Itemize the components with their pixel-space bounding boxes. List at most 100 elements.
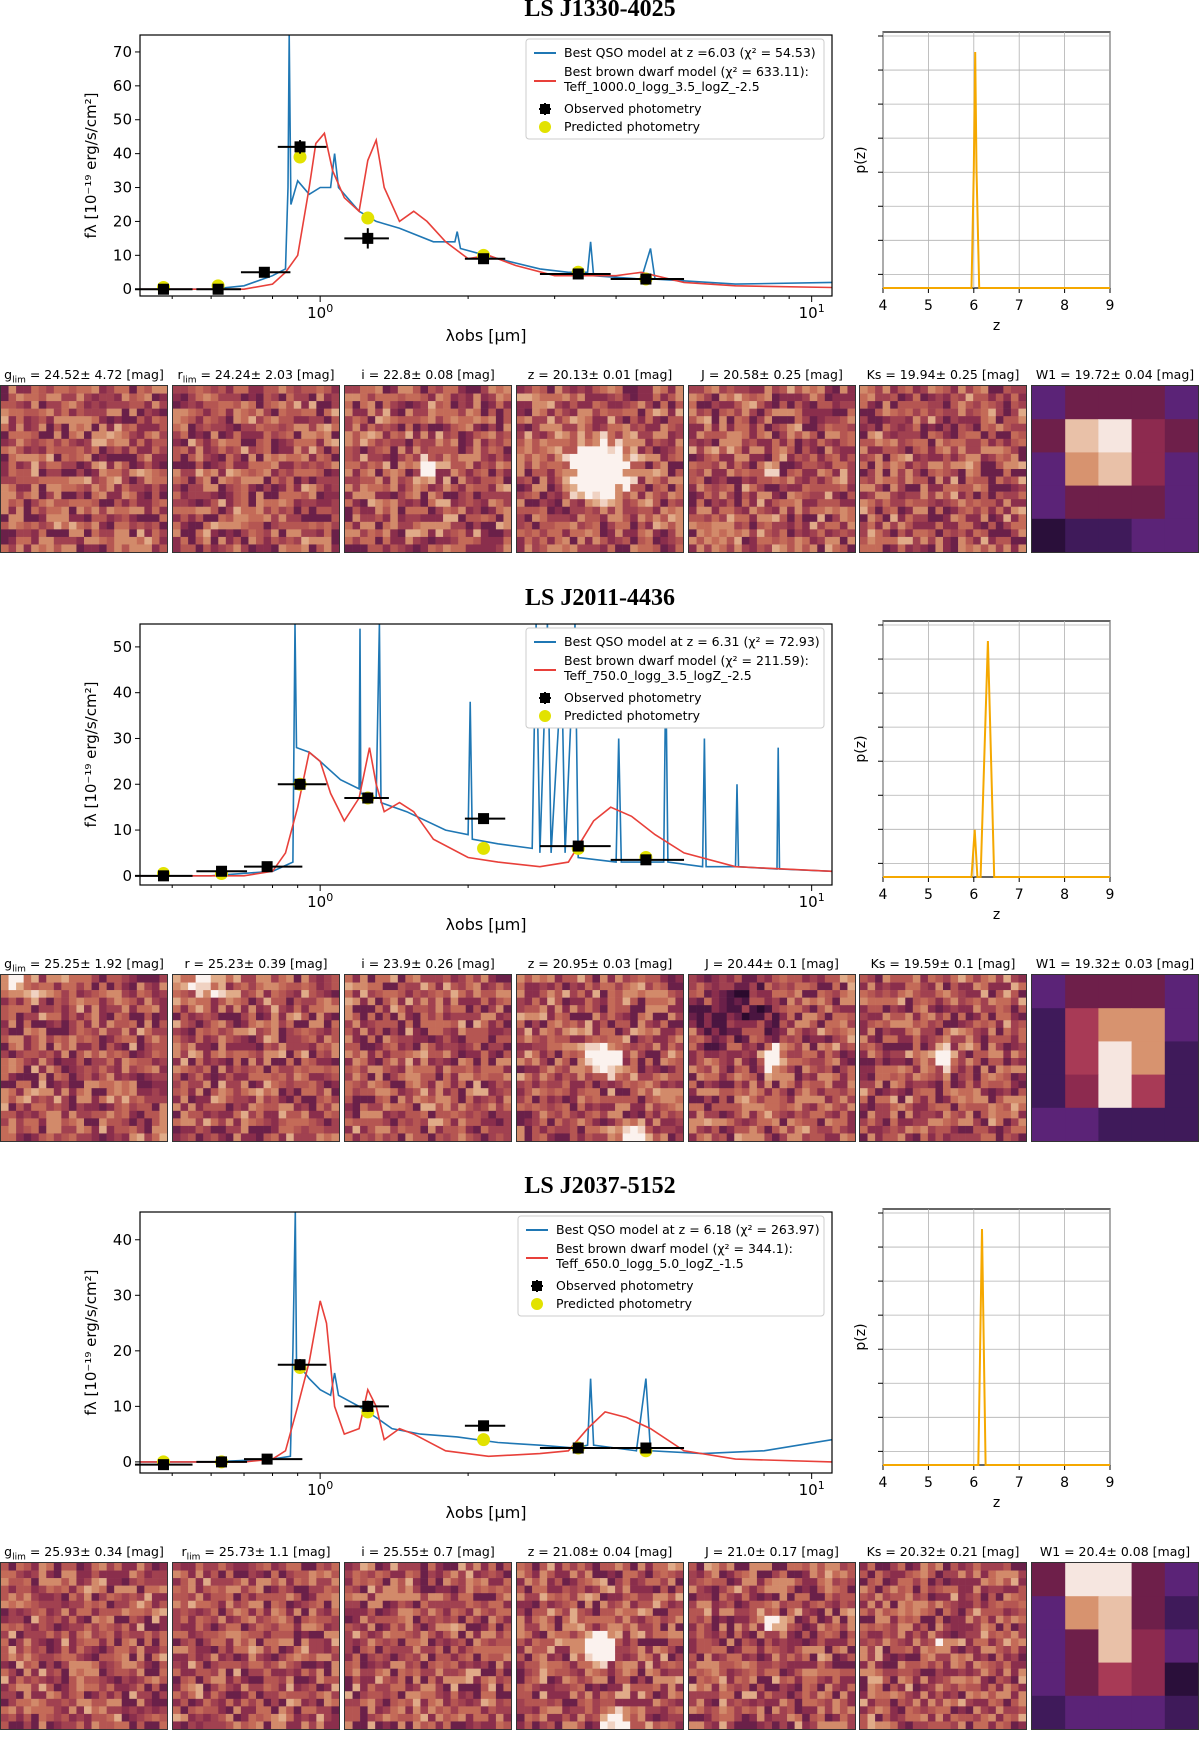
- pixel: [787, 537, 795, 545]
- pixel: [301, 1073, 309, 1081]
- pixel: [76, 522, 84, 530]
- pixel: [31, 1096, 39, 1104]
- pixel: [405, 461, 413, 469]
- pixel: [390, 990, 398, 998]
- pixel: [331, 1118, 339, 1126]
- pixel: [840, 431, 848, 439]
- pixel: [451, 1043, 459, 1051]
- pixel: [405, 454, 413, 462]
- pixel: [981, 522, 989, 530]
- pixel: [46, 529, 54, 537]
- pixel: [966, 477, 974, 485]
- pixel: [241, 998, 249, 1006]
- pixel: [271, 1058, 279, 1066]
- pixel: [547, 507, 555, 515]
- pixel: [996, 484, 1004, 492]
- pixel: [31, 1035, 39, 1043]
- pixel: [233, 544, 241, 552]
- pixel: [443, 416, 451, 424]
- pixel: [719, 394, 727, 402]
- pixel: [173, 1005, 181, 1013]
- pixel: [817, 499, 825, 507]
- pixel: [653, 1043, 661, 1051]
- pixel: [173, 983, 181, 991]
- pixel: [920, 544, 928, 552]
- pixel: [757, 416, 765, 424]
- pixel: [9, 522, 17, 530]
- pixel: [1018, 439, 1026, 447]
- pixel: [345, 529, 353, 537]
- pixel: [466, 514, 474, 522]
- pixel: [301, 386, 309, 394]
- pixel: [279, 394, 287, 402]
- pixel: [122, 1020, 130, 1028]
- pixel: [727, 394, 735, 402]
- pixel: [981, 507, 989, 515]
- pixel: [405, 416, 413, 424]
- pixel: [988, 484, 996, 492]
- pixel: [466, 1118, 474, 1126]
- pixel: [905, 544, 913, 552]
- pixel: [9, 537, 17, 545]
- pixel: [780, 484, 788, 492]
- pixel: [233, 469, 241, 477]
- pixel: [46, 507, 54, 515]
- pixel: [173, 1133, 181, 1141]
- pixel: [360, 1058, 368, 1066]
- pixel: [832, 439, 840, 447]
- pixel: [31, 394, 39, 402]
- pixel: [428, 975, 436, 983]
- pixel: [331, 446, 339, 454]
- pixel: [920, 469, 928, 477]
- pixel: [562, 401, 570, 409]
- cutout-band-subscript: lim: [12, 965, 26, 975]
- cutout-g: glim = 24.52± 4.72 [mag]: [0, 365, 168, 553]
- pixel: [532, 514, 540, 522]
- pixel: [69, 529, 77, 537]
- pixel: [241, 484, 249, 492]
- pixel: [345, 1126, 353, 1134]
- pixel: [623, 983, 631, 991]
- pixel: [390, 477, 398, 485]
- pixel: [555, 998, 563, 1006]
- pixel: [951, 537, 959, 545]
- pixel: [226, 1073, 234, 1081]
- pixel: [653, 522, 661, 530]
- pixel: [704, 522, 712, 530]
- pixel: [211, 1088, 219, 1096]
- pixel: [592, 484, 600, 492]
- pixel: [905, 431, 913, 439]
- pixel: [772, 522, 780, 530]
- pixel: [920, 514, 928, 522]
- pixel: [203, 1118, 211, 1126]
- pixel: [653, 537, 661, 545]
- pixel: [360, 529, 368, 537]
- pixel: [734, 439, 742, 447]
- pixel: [458, 522, 466, 530]
- pixel: [218, 537, 226, 545]
- pixel: [345, 998, 353, 1006]
- pixel: [76, 461, 84, 469]
- pixel: [76, 1133, 84, 1141]
- pixel: [24, 1081, 32, 1089]
- pz-x-tick-label: 4: [879, 298, 888, 314]
- pixel: [757, 507, 765, 515]
- pixel: [1003, 409, 1011, 417]
- pixel: [562, 416, 570, 424]
- pixel: [241, 446, 249, 454]
- pixel: [503, 431, 511, 439]
- pixel: [428, 394, 436, 402]
- pixel: [324, 386, 332, 394]
- pixel: [645, 461, 653, 469]
- pixel: [660, 1005, 668, 1013]
- pixel: [473, 537, 481, 545]
- pixel: [496, 469, 504, 477]
- pixel: [301, 1028, 309, 1036]
- pixel: [488, 416, 496, 424]
- pixel: [780, 469, 788, 477]
- pixel: [256, 529, 264, 537]
- pixel: [473, 529, 481, 537]
- pixel: [152, 1043, 160, 1051]
- pixel: [764, 484, 772, 492]
- pixel: [840, 544, 848, 552]
